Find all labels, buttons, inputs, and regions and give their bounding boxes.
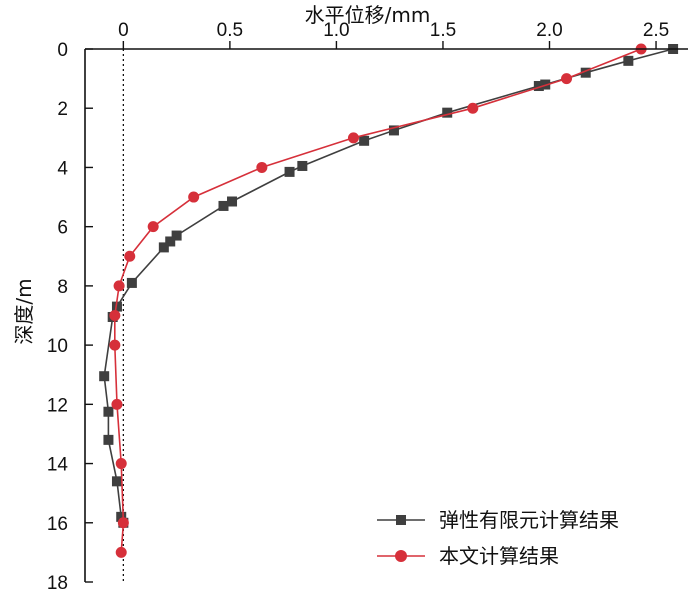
data-point-circle [347,132,359,144]
series-line [103,48,674,524]
data-point-circle [113,280,125,292]
y-tick-label: 16 [47,514,68,535]
data-point-square [171,230,182,241]
x-tick-label: 2.5 [643,20,669,41]
data-point-circle [115,546,127,558]
legend-fem-label: 弹性有限元计算结果 [439,508,619,532]
data-point-square [533,81,544,92]
data-point-square [580,67,591,78]
data-point-square [99,371,110,382]
data-point-circle [467,102,479,114]
x-tick-label: 0 [118,20,129,41]
y-tick-label: 14 [47,455,69,476]
data-point-circle [109,310,121,321]
data-point-square [111,301,122,312]
series-fem [99,44,679,528]
data-point-square [284,166,295,177]
data-point-square [103,406,114,417]
data-point-circle [256,161,268,173]
data-point-circle [115,458,127,470]
data-point-square [297,160,308,171]
x-tick-label: 0.5 [217,20,243,41]
data-point-square [165,236,176,247]
y-axis-title: 深度/m [12,278,36,344]
data-point-circle [117,517,129,529]
axes [84,48,688,582]
legend-fem-square-marker [396,515,406,525]
legend-item-this-paper: 本文计算结果 [377,544,559,568]
legend-this-paper-label: 本文计算结果 [439,544,559,568]
y-tick-label: 0 [57,40,68,61]
y-ticks: 0 2 4 6 8 10 12 14 16 18 [47,40,93,590]
data-point-circle [147,221,159,233]
data-point-square [227,196,238,207]
series-layer [99,43,679,558]
data-point-circle [561,73,573,85]
y-tick-label: 8 [57,277,68,298]
data-point-circle [188,191,200,203]
data-point-square [388,125,399,136]
data-point-square [111,476,122,487]
data-point-square [359,135,370,146]
data-point-square [623,55,634,66]
data-point-square [116,511,127,522]
legend-this-paper-circle-marker [395,550,407,562]
data-point-circle [109,339,121,351]
data-point-square [126,277,137,288]
data-point-square [218,200,229,211]
x-tick-label: 1.0 [323,20,349,41]
data-point-square [158,242,169,253]
legend-item-fem: 弹性有限元计算结果 [377,508,619,532]
y-tick-label: 4 [57,158,68,179]
series-line [114,48,642,553]
x-tick-label: 1.5 [430,20,456,41]
x-axis-title: 水平位移/mm [305,3,431,27]
x-tick-label: 2.0 [536,20,562,41]
data-point-circle [111,398,123,410]
x-ticks: 0 0.5 1.0 1.5 2.0 2.5 [118,20,669,49]
y-tick-label: 2 [57,99,68,120]
legend: 弹性有限元计算结果 本文计算结果 [377,508,619,568]
data-point-circle [124,250,136,262]
data-point-square [442,107,453,118]
y-tick-label: 18 [47,573,68,590]
y-tick-label: 6 [57,218,68,239]
y-tick-label: 12 [47,395,68,416]
data-point-square [103,434,114,445]
series-this-paper [109,43,647,558]
y-tick-label: 10 [47,336,68,357]
